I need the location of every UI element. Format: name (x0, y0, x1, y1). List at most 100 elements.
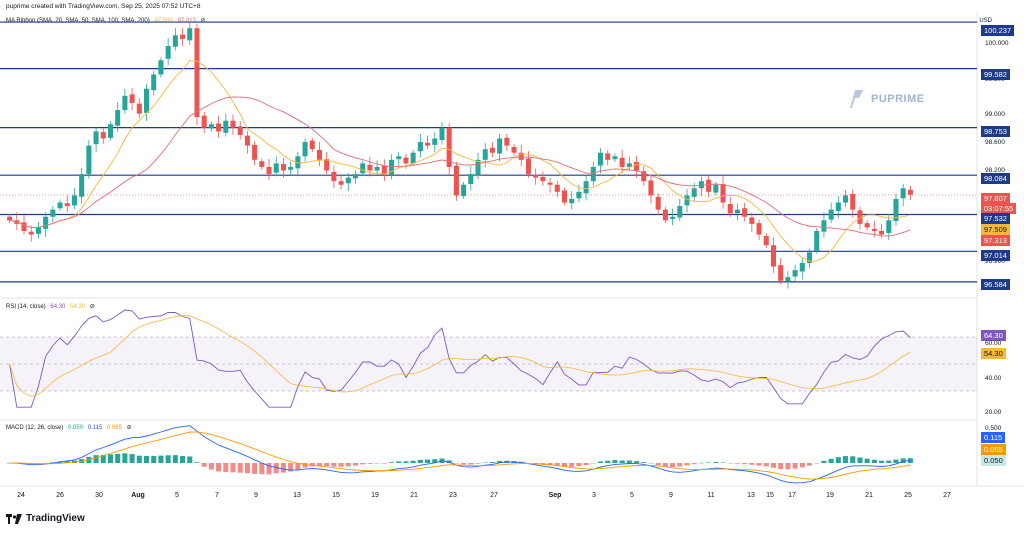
macd-hist-bar (569, 463, 575, 467)
candle-body (295, 156, 301, 169)
macd-hist-bar (100, 454, 106, 463)
macd-hist-bar (691, 463, 697, 465)
level-tag[interactable]: 98.084 (981, 173, 1010, 184)
ma-20-line (9, 60, 911, 262)
x-axis-label: 15 (766, 492, 774, 499)
macd-legend-macd: 0.115 (87, 425, 103, 431)
candle-body (864, 223, 870, 228)
macd-hist-bar (583, 463, 589, 466)
macd-hist-bar (641, 462, 647, 463)
candle-body (843, 195, 849, 203)
macd-hist-bar (64, 461, 70, 463)
x-axis-label: 13 (293, 492, 301, 499)
macd-hist-bar (194, 462, 200, 463)
candle-body (871, 228, 877, 231)
macd-hist-bar (879, 460, 885, 463)
macd-legend[interactable]: MACD (12, 26, close) 0.050 0.115 0.065 ⊘ (6, 424, 132, 431)
macd-hist-bar (187, 456, 193, 463)
candle-body (237, 126, 243, 135)
rsi-legend[interactable]: RSI (14, close) 64.30 54.30 ⊘ (6, 303, 95, 310)
macd-hist-bar (576, 463, 582, 467)
candle-body (43, 216, 49, 229)
candle-body (742, 208, 748, 217)
candle-body (727, 203, 733, 214)
candle-body (756, 223, 762, 235)
tradingview-brand[interactable]: TradingView (6, 513, 85, 524)
macd-hist-bar (835, 457, 841, 463)
macd-hist-bar (201, 463, 207, 467)
eye-icon[interactable]: ⊘ (89, 304, 95, 310)
candle-body (598, 152, 604, 166)
macd-hist-bar (590, 463, 596, 464)
watermark-text: PUPRIME (871, 93, 925, 105)
candle-body (734, 209, 740, 214)
macd-hist-bar (655, 463, 661, 466)
level-tag[interactable]: 97.014 (981, 250, 1010, 261)
rsi-ma-tag: 54.30 (981, 348, 1006, 359)
candle-body (201, 115, 207, 128)
level-tag[interactable]: 100.237 (981, 25, 1015, 36)
macd-hist-bar (93, 455, 99, 463)
candle-body (583, 181, 589, 194)
candle-body (273, 163, 279, 173)
ma-ribbon-legend[interactable]: MA Ribbon (SMA, 20, SMA, 50, SMA, 100, S… (6, 17, 206, 24)
macd-legend-hist: 0.050 (68, 425, 84, 431)
macd-hist-bar (727, 463, 733, 464)
candle-body (107, 124, 114, 138)
x-axis-label: 21 (410, 492, 418, 499)
x-axis-label: 17 (788, 492, 796, 499)
candle-body (71, 195, 77, 206)
macd-hist-bar (547, 463, 553, 466)
candle-body (129, 94, 135, 103)
macd-hist-bar (857, 457, 863, 463)
macd-hist-bar (374, 463, 380, 464)
candle-body (7, 216, 13, 221)
candle-body (417, 142, 423, 152)
tradingview-brand-text: TradingView (26, 513, 85, 524)
macd-hist-bar (151, 455, 157, 463)
x-axis-label: 9 (254, 492, 258, 499)
level-tag[interactable]: 98.753 (981, 126, 1010, 137)
candle-body (136, 103, 142, 114)
candle-body (35, 227, 41, 234)
macd-hist-bar (453, 463, 459, 464)
eye-icon[interactable]: ⊘ (200, 18, 206, 24)
candle-body (533, 174, 539, 178)
candle-body (677, 206, 683, 218)
macd-hist-bar (381, 463, 387, 464)
signal-value-tag: 0.065 (981, 444, 1006, 455)
candle-body (280, 164, 286, 171)
candle-body (475, 159, 481, 176)
level-tag[interactable]: 96.584 (981, 279, 1010, 290)
macd-hist-bar (598, 461, 604, 463)
macd-hist-bar (778, 463, 784, 470)
macd-hist-bar (345, 463, 351, 467)
rsi-legend-value: 64.30 (50, 304, 66, 310)
candle-body (64, 203, 70, 207)
candle-body (151, 74, 157, 91)
macd-hist-bar (799, 463, 805, 468)
tradingview-logo-icon (6, 513, 22, 524)
rsi-line (9, 309, 911, 408)
candle-body (799, 262, 805, 272)
candle-body (230, 120, 236, 128)
macd-hist-bar (792, 463, 798, 469)
current-price-tag: 97.807 (981, 193, 1010, 204)
eye-icon[interactable]: ⊘ (126, 425, 132, 431)
candle-body (569, 198, 575, 204)
candle-body (316, 149, 322, 160)
candle-body (410, 152, 416, 164)
macd-hist-bar (821, 460, 827, 463)
macd-hist-bar (352, 463, 359, 466)
level-tag[interactable]: 99.582 (981, 69, 1010, 80)
candle-body (698, 181, 704, 189)
candle-body (244, 135, 250, 146)
candle-body (641, 171, 647, 182)
macd-hist-bar (648, 463, 654, 464)
candle-body (93, 131, 99, 145)
macd-hist-bar (893, 459, 899, 463)
candle-body (814, 230, 820, 251)
macd-legend-signal: 0.065 (106, 425, 122, 431)
level-tag[interactable]: 97.532 (981, 213, 1010, 224)
